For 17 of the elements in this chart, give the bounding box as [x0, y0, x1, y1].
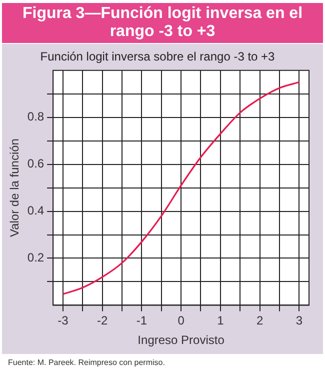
source-note: Fuente: M. Pareek. Reimpreso con permiso. [8, 358, 165, 367]
x-tick-label: -3 [58, 314, 69, 328]
y-tick-label: 0.4 [27, 204, 44, 218]
x-tick-label: 3 [296, 314, 303, 328]
chart-subtitle: Función logit inversa sobre el rango -3 to +3 [40, 50, 276, 64]
y-axis-title: Valor de la función [8, 138, 22, 238]
y-tick-label: 0.2 [27, 250, 44, 265]
x-tick-label: -2 [96, 314, 108, 328]
y-tick-label: 0.6 [27, 156, 44, 171]
x-tick-label: 1 [217, 314, 224, 328]
chart-title: Figura 3—Función logit inversa en el rango -3 to +3 [2, 3, 323, 43]
x-tick-label: 0 [178, 314, 185, 328]
y-tick-label: 0.8 [27, 110, 44, 124]
line-series [62, 81, 300, 295]
x-tick-label: -1 [136, 314, 148, 328]
x-axis-title: Ingreso Provisto [138, 333, 225, 348]
x-tick-label: 2 [256, 314, 264, 328]
